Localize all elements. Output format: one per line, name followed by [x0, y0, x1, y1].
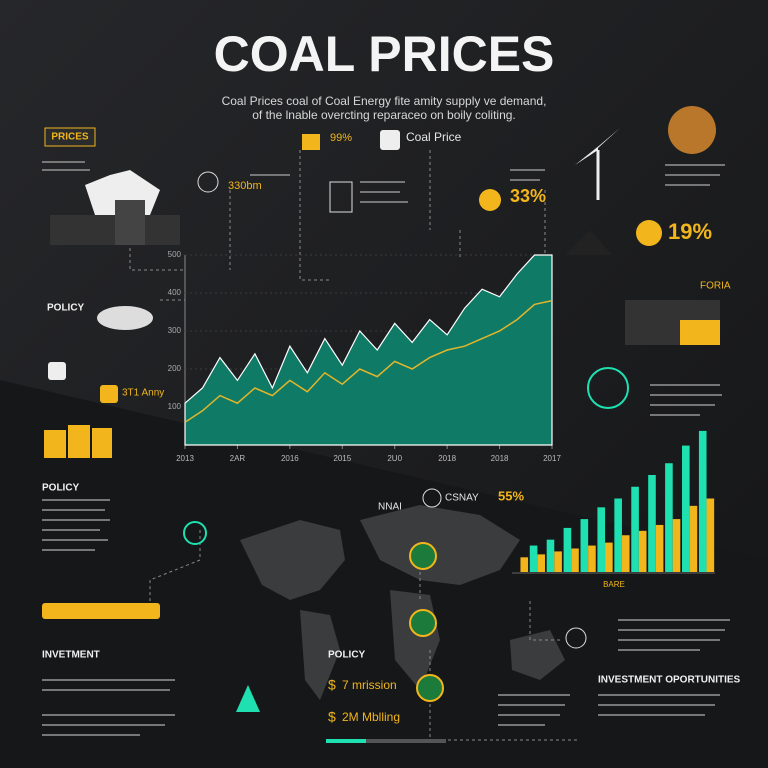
coal-pile — [565, 230, 612, 255]
bar — [554, 551, 562, 572]
bar — [665, 463, 673, 572]
bar — [580, 519, 589, 572]
bar — [648, 474, 656, 572]
y-tick-label: 400 — [168, 288, 182, 297]
label: 19% — [668, 219, 712, 244]
bar — [698, 430, 707, 572]
icon — [183, 521, 207, 545]
label: 330bm — [228, 180, 262, 192]
bar — [537, 554, 545, 572]
label: POLICY — [42, 483, 80, 494]
icon — [48, 362, 66, 380]
label: 2M Mblling — [342, 710, 400, 724]
bar — [529, 545, 538, 572]
label: 3T1 Anny — [122, 388, 164, 399]
bar — [631, 486, 639, 572]
x-tick-label: 2015 — [333, 454, 351, 463]
bar — [614, 498, 622, 572]
charts: 100 200 300 400 500 2013 2AR 2016 2015 2U0 2018 201… — [168, 250, 715, 574]
bar — [571, 548, 579, 572]
icon — [197, 171, 219, 193]
y-tick-label: 500 — [168, 250, 182, 259]
label: 99% — [330, 132, 352, 144]
bar — [563, 527, 572, 572]
text-placeholder — [42, 161, 730, 736]
x-tick-label: 2018 — [438, 454, 456, 463]
line — [184, 299, 553, 423]
icon — [636, 220, 662, 246]
icon — [329, 181, 353, 213]
coin-icon — [668, 106, 716, 154]
bar — [597, 507, 606, 572]
label: 33% — [510, 186, 546, 206]
warning-icon — [236, 685, 260, 712]
bar — [546, 539, 555, 572]
subtitle: of the lnable overcting reparaceo on boi… — [252, 108, 516, 122]
x-tick-label: 2018 — [491, 454, 509, 463]
label: CSNAY — [445, 493, 479, 504]
bar — [655, 524, 664, 572]
x-tick-label: 2U0 — [387, 454, 402, 463]
map-pin — [416, 674, 444, 702]
label: NNAI — [378, 502, 402, 513]
bar — [706, 498, 715, 572]
y-tick-label: 200 — [168, 364, 182, 373]
background-band — [0, 380, 768, 768]
label: INVESTMENT OPORTUNITIES — [598, 675, 741, 686]
x-tick-label: 2016 — [281, 454, 299, 463]
y-tick-label: 100 — [168, 402, 182, 411]
icon — [565, 627, 587, 649]
ship-icon — [97, 306, 153, 330]
bar — [520, 557, 529, 572]
label: 7 mrission — [342, 678, 397, 692]
label: BARE — [603, 580, 625, 589]
icon — [380, 130, 400, 150]
label: INVETMENT — [42, 650, 100, 661]
flag-icon — [302, 134, 320, 150]
x-tick-label: 2AR — [230, 454, 246, 463]
area — [184, 254, 553, 446]
bar — [605, 542, 613, 572]
map-pin — [409, 609, 437, 637]
x-tick-label: 2013 — [176, 454, 194, 463]
houses-icon — [44, 425, 112, 458]
dollar-icon — [587, 367, 629, 409]
subtitle: Coal Prices coal of Coal Energy fite ami… — [222, 94, 547, 108]
bar — [621, 535, 630, 572]
map-pin — [409, 542, 437, 570]
icon — [479, 189, 501, 211]
power-plant-icon — [50, 170, 180, 245]
progress-bar — [366, 739, 446, 743]
label: $ — [328, 709, 336, 725]
label: PRICES — [51, 132, 89, 143]
bar — [638, 530, 647, 572]
y-tick-label: 300 — [168, 326, 182, 335]
label: 55% — [498, 488, 524, 503]
truck-icon — [680, 320, 720, 345]
title: COAL PRICES — [214, 26, 555, 82]
icon — [100, 385, 118, 403]
bar — [682, 445, 690, 572]
label: POLICY — [47, 303, 85, 314]
progress-bar — [326, 739, 366, 743]
label: FORIA — [700, 281, 731, 292]
bar — [588, 545, 596, 572]
label: $ — [328, 677, 336, 693]
progress-bar — [42, 603, 160, 619]
bar — [672, 519, 681, 572]
bar — [689, 505, 698, 572]
label: POLICY — [328, 650, 366, 661]
prices-box — [44, 127, 96, 147]
label: Coal Price — [406, 130, 462, 144]
x-tick-label: 2017 — [543, 454, 561, 463]
icon — [422, 488, 442, 508]
